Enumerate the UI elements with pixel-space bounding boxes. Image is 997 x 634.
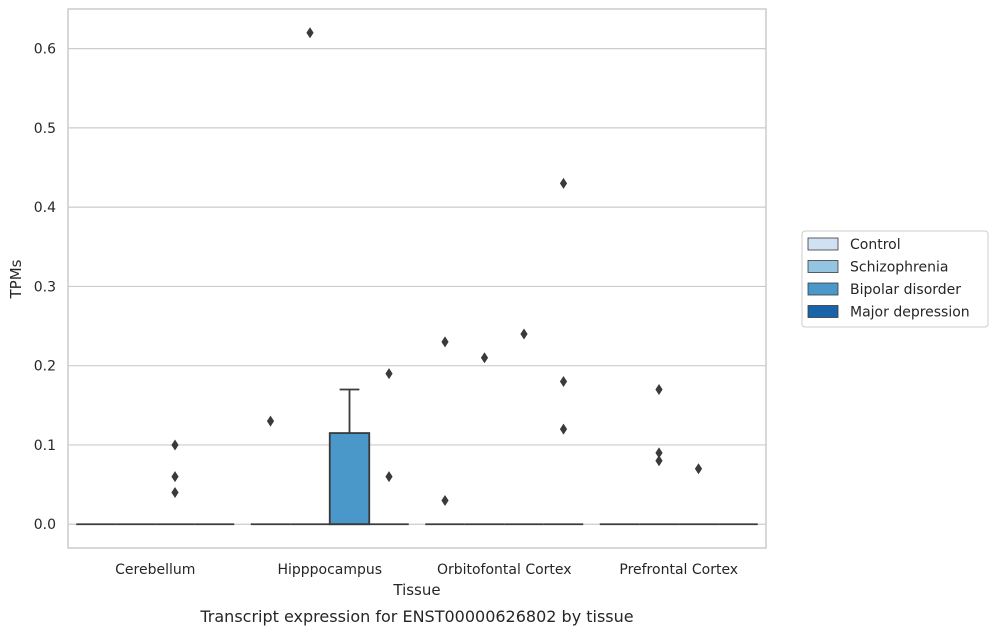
grid-lines (68, 48, 766, 525)
x-tick-label: Cerebellum (115, 562, 195, 578)
outlier-point (441, 494, 449, 506)
y-tick-label: 0.2 (34, 359, 56, 375)
box-group (155, 439, 195, 526)
outlier-point (520, 328, 528, 340)
y-tick-label: 0.0 (34, 517, 56, 533)
legend: Control Schizophrenia Bipolar disorder Majo… (801, 230, 989, 328)
box-group (425, 336, 465, 526)
outlier-point (559, 376, 568, 388)
outlier-point (559, 423, 568, 435)
y-axis-label: TPMs (7, 259, 25, 299)
box-group (543, 177, 584, 526)
outlier-point (480, 352, 489, 364)
legend-label: Control (850, 237, 901, 253)
y-axis-ticks: 0.0 0.1 0.2 0.3 0.4 0.5 0.6 (34, 42, 56, 534)
outlier-point (266, 415, 275, 427)
chart-caption: Transcript expression for ENST0000062680… (199, 607, 633, 626)
y-tick-label: 0.5 (34, 121, 56, 137)
box-plot-marks (76, 27, 758, 526)
legend-swatch (807, 237, 839, 251)
legend-swatch (807, 282, 839, 296)
box-group (678, 463, 719, 526)
legend-label: Major depression (850, 305, 970, 321)
outlier-point (694, 463, 703, 475)
box-group (328, 388, 371, 526)
y-tick-label: 0.4 (34, 200, 56, 216)
box-group (639, 383, 679, 526)
outlier-point (441, 336, 449, 348)
outlier-point (385, 368, 393, 380)
plot-frame (67, 8, 767, 549)
legend-swatch (807, 305, 839, 318)
x-tick-label: Hipppocampus (277, 562, 382, 578)
legend-label: Schizophrenia (850, 260, 948, 276)
legend-swatch (807, 260, 839, 273)
x-axis-label: Tissue (392, 581, 440, 599)
outlier-point (306, 27, 314, 39)
y-tick-label: 0.1 (34, 438, 56, 454)
box-body (328, 432, 371, 526)
box-group (504, 328, 544, 526)
outlier-point (655, 447, 663, 459)
box-group (464, 352, 505, 526)
outlier-point (171, 471, 179, 483)
x-axis-ticks: Cerebellum Hipppocampus Orbitofontal Corte… (115, 562, 738, 578)
box-group (250, 415, 291, 526)
outlier-point (171, 439, 179, 451)
legend-label: Bipolar disorder (850, 282, 961, 298)
outlier-point (171, 487, 179, 499)
box-group (290, 27, 330, 526)
y-tick-label: 0.6 (34, 42, 56, 58)
x-tick-label: Orbitofontal Cortex (437, 562, 572, 578)
outlier-point (655, 383, 663, 395)
box-group (369, 368, 409, 526)
outlier-point (385, 471, 393, 483)
outlier-point (559, 177, 568, 189)
legend-frame (801, 230, 989, 328)
y-tick-label: 0.3 (34, 279, 56, 295)
x-tick-label: Prefrontal Cortex (619, 562, 738, 578)
outlier-point (655, 455, 663, 467)
